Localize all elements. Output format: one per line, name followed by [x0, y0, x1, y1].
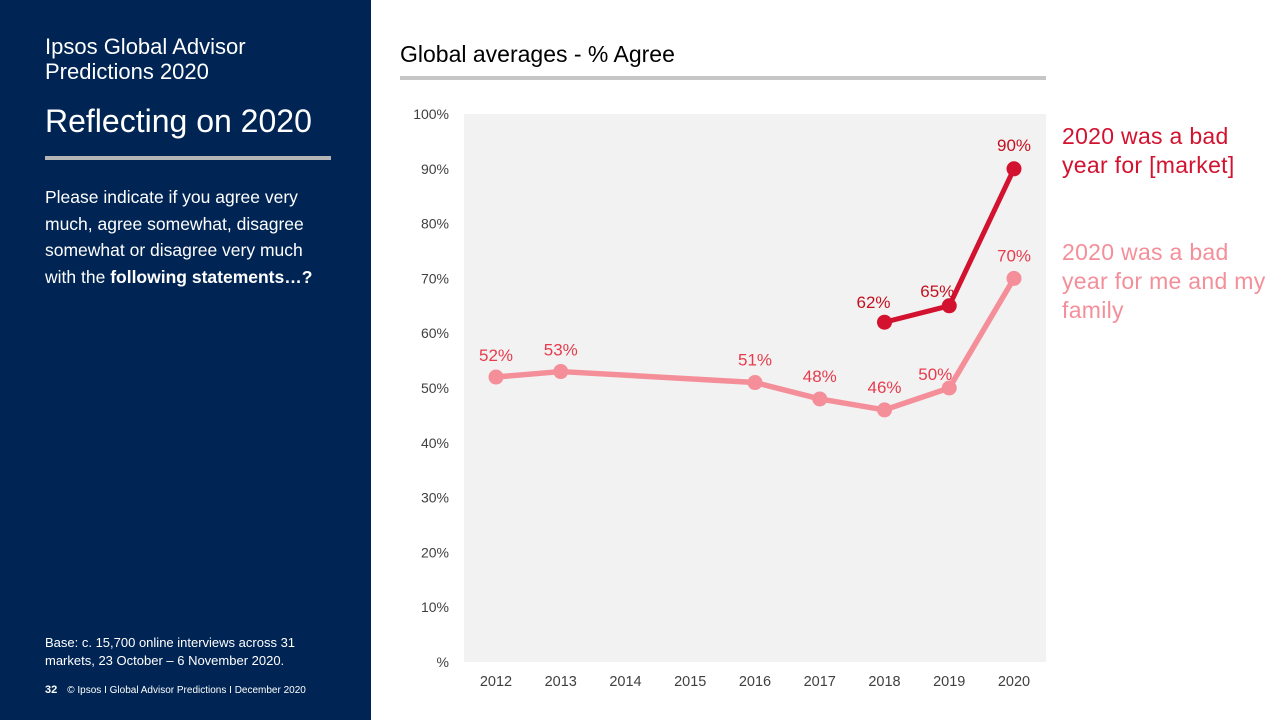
- y-tick-label: 20%: [421, 544, 449, 560]
- question-bold: following statements…?: [110, 266, 313, 287]
- heading-divider: [400, 76, 1046, 80]
- x-tick-label: 2014: [609, 674, 641, 690]
- y-tick-label: 60%: [421, 325, 449, 341]
- title-divider: [45, 156, 331, 160]
- data-label: 46%: [867, 378, 901, 397]
- x-tick-label: 2013: [545, 674, 577, 690]
- legend-family-series: 2020 was a bad year for me and my family: [1062, 239, 1266, 323]
- data-point: [941, 380, 957, 396]
- data-point: [553, 364, 569, 380]
- y-tick-label: 100%: [413, 106, 449, 122]
- data-label: 90%: [997, 136, 1031, 155]
- data-label: 50%: [918, 365, 952, 384]
- footer-text: © Ipsos I Global Advisor Predictions I D…: [67, 685, 306, 696]
- data-label: 65%: [920, 282, 954, 301]
- data-point: [1006, 270, 1022, 286]
- y-tick-label: 50%: [421, 380, 449, 396]
- data-label: 53%: [544, 341, 578, 360]
- data-point: [812, 391, 828, 407]
- x-tick-label: 2015: [674, 674, 706, 690]
- data-point: [488, 369, 504, 385]
- page-number: 32: [45, 684, 58, 696]
- data-label: 70%: [997, 246, 1031, 265]
- y-tick-label: 90%: [421, 161, 449, 177]
- page-title: Reflecting on 2020: [45, 103, 312, 139]
- data-label: 48%: [803, 367, 837, 386]
- y-tick-label: 70%: [421, 270, 449, 286]
- report-brand: Ipsos Global Advisor Predictions 2020: [45, 34, 246, 84]
- base-note: Base: c. 15,700 online interviews across…: [45, 635, 296, 668]
- x-tick-label: 2018: [868, 674, 900, 690]
- sidebar-panel: Ipsos Global Advisor Predictions 2020 Re…: [0, 0, 371, 720]
- data-label: 51%: [738, 351, 772, 370]
- question-regular: Please indicate if you agree very much, …: [45, 187, 304, 287]
- data-label: 52%: [479, 346, 513, 365]
- data-point: [1006, 161, 1022, 177]
- x-tick-label: 2020: [998, 674, 1030, 690]
- y-tick-label: 80%: [421, 216, 449, 232]
- y-tick-label: 10%: [421, 599, 449, 615]
- data-point: [877, 314, 892, 330]
- x-tick-label: 2017: [804, 674, 836, 690]
- data-point: [747, 375, 763, 391]
- chart-heading: Global averages - % Agree: [400, 41, 675, 67]
- data-label: 62%: [856, 293, 890, 312]
- x-tick-label: 2012: [480, 674, 512, 690]
- footer: 32 © Ipsos I Global Advisor Predictions I…: [45, 684, 306, 697]
- x-tick-label: 2019: [933, 674, 965, 690]
- legend-market-series: 2020 was a bad year for [market]: [1062, 123, 1235, 178]
- y-tick-label: 40%: [421, 435, 449, 451]
- question-text: Please indicate if you agree very much, …: [45, 184, 335, 290]
- y-tick-label: 30%: [421, 490, 449, 506]
- y-tick-label: %: [437, 654, 449, 670]
- x-tick-label: 2016: [739, 674, 771, 690]
- data-point: [877, 402, 892, 418]
- data-point: [941, 298, 957, 314]
